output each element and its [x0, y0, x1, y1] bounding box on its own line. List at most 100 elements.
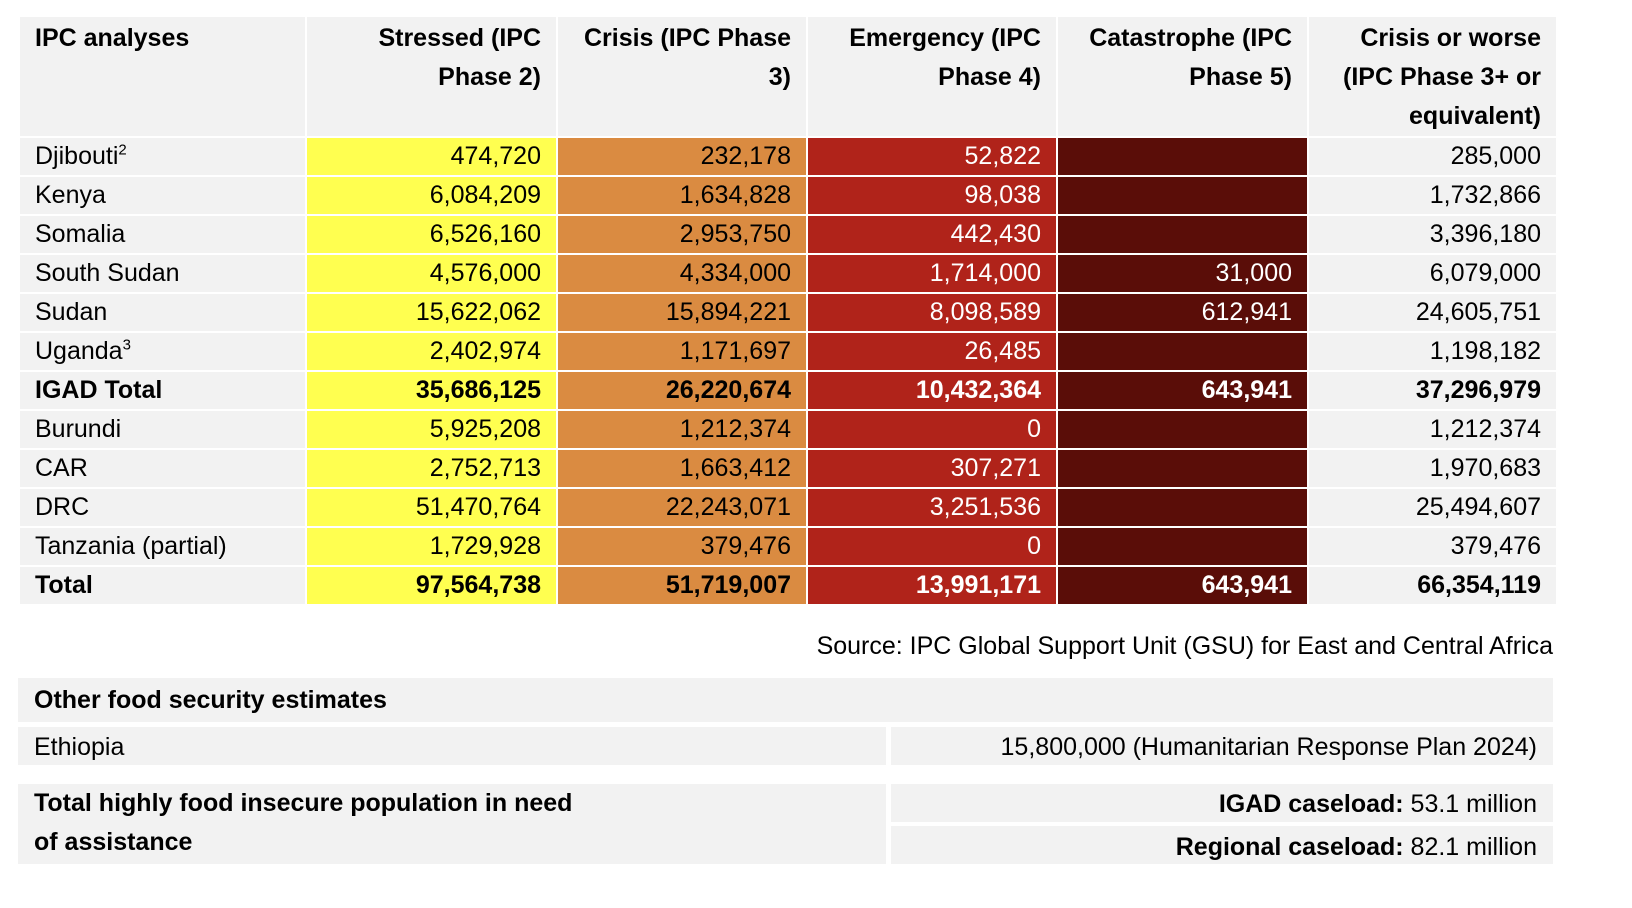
ethiopia-label: Ethiopia: [18, 727, 886, 765]
cell-crisis-or-worse: 1,732,866: [1307, 175, 1558, 216]
total-need-label: Total highly food insecure population in…: [18, 784, 886, 864]
igad-caseload: IGAD caseload: 53.1 million: [891, 784, 1553, 822]
cell-crisis: 15,894,221: [556, 292, 808, 333]
table-row: Somalia 6,526,160 2,953,750 442,430 3,396,18…: [18, 214, 1558, 255]
cell-emergency: 98,038: [806, 175, 1058, 216]
cell-stressed: 5,925,208: [305, 409, 558, 450]
cell-catastrophe: [1056, 409, 1309, 450]
cell-emergency: 52,822: [806, 136, 1058, 177]
row-name-text: IGAD Total: [35, 376, 163, 404]
cell-crisis-or-worse: 24,605,751: [1307, 292, 1558, 333]
cell-catastrophe: 643,941: [1056, 370, 1309, 411]
cell-crisis: 1,212,374: [556, 409, 808, 450]
cell-crisis: 1,663,412: [556, 448, 808, 489]
footnote-marker: 3: [122, 336, 131, 354]
cell-emergency: 442,430: [806, 214, 1058, 255]
row-name-text: Djibouti: [35, 142, 119, 170]
cell-stressed: 6,084,209: [305, 175, 558, 216]
header-crisis: Crisis (IPC Phase 3): [556, 15, 808, 138]
table-row: South Sudan 4,576,000 4,334,000 1,714,000 31…: [18, 253, 1558, 294]
header-crisis-or-worse: Crisis or worse (IPC Phase 3+ or equival…: [1307, 15, 1558, 138]
row-name-text: CAR: [35, 454, 88, 482]
cell-catastrophe: [1056, 175, 1309, 216]
cell-crisis-or-worse: 1,970,683: [1307, 448, 1558, 489]
row-name-text: Kenya: [35, 181, 106, 209]
cell-emergency: 10,432,364: [806, 370, 1058, 411]
cell-crisis: 1,634,828: [556, 175, 808, 216]
cell-emergency: 0: [806, 526, 1058, 567]
header-emergency: Emergency (IPC Phase 4): [806, 15, 1058, 138]
igad-caseload-value: 53.1 million: [1403, 790, 1537, 818]
row-name: CAR: [18, 448, 307, 489]
cell-crisis: 1,171,697: [556, 331, 808, 372]
cell-crisis-or-worse: 1,198,182: [1307, 331, 1558, 372]
header-stressed: Stressed (IPC Phase 2): [305, 15, 558, 138]
cell-stressed: 1,729,928: [305, 526, 558, 567]
igad-caseload-label: IGAD caseload:: [1218, 790, 1404, 818]
table-row: IGAD Total 35,686,125 26,220,674 10,432,364…: [18, 370, 1558, 411]
cell-stressed: 51,470,764: [305, 487, 558, 528]
cell-crisis-or-worse: 25,494,607: [1307, 487, 1558, 528]
cell-stressed: 35,686,125: [305, 370, 558, 411]
row-name-text: South Sudan: [35, 259, 180, 287]
table-row: CAR 2,752,713 1,663,412 307,271 1,970,683: [18, 448, 1558, 489]
row-name: Uganda3: [18, 331, 307, 372]
row-name: Tanzania (partial): [18, 526, 307, 567]
regional-caseload: Regional caseload: 82.1 million: [891, 826, 1553, 864]
cell-crisis-or-worse: 3,396,180: [1307, 214, 1558, 255]
cell-crisis: 51,719,007: [556, 565, 808, 606]
cell-catastrophe: 643,941: [1056, 565, 1309, 606]
cell-crisis-or-worse: 1,212,374: [1307, 409, 1558, 450]
cell-catastrophe: 31,000: [1056, 253, 1309, 294]
row-name: Burundi: [18, 409, 307, 450]
cell-stressed: 97,564,738: [305, 565, 558, 606]
cell-stressed: 4,576,000: [305, 253, 558, 294]
cell-crisis-or-worse: 66,354,119: [1307, 565, 1558, 606]
cell-catastrophe: [1056, 331, 1309, 372]
cell-crisis: 232,178: [556, 136, 808, 177]
other-estimates-title: Other food security estimates: [18, 678, 1553, 722]
regional-caseload-value: 82.1 million: [1403, 833, 1537, 861]
cell-crisis: 379,476: [556, 526, 808, 567]
cell-crisis: 4,334,000: [556, 253, 808, 294]
row-name-text: Burundi: [35, 415, 122, 443]
row-name-text: Somalia: [35, 220, 126, 248]
cell-crisis-or-worse: 37,296,979: [1307, 370, 1558, 411]
cell-crisis-or-worse: 285,000: [1307, 136, 1558, 177]
cell-stressed: 2,752,713: [305, 448, 558, 489]
cell-emergency: 0: [806, 409, 1058, 450]
table-row: Sudan 15,622,062 15,894,221 8,098,589 612,94…: [18, 292, 1558, 333]
row-name: Somalia: [18, 214, 307, 255]
cell-crisis: 26,220,674: [556, 370, 808, 411]
regional-caseload-label: Regional caseload:: [1175, 833, 1404, 861]
cell-crisis: 2,953,750: [556, 214, 808, 255]
cell-catastrophe: [1056, 214, 1309, 255]
row-name: Kenya: [18, 175, 307, 216]
table-row: Kenya 6,084,209 1,634,828 98,038 1,732,866: [18, 175, 1558, 216]
table-row: Djibouti2 474,720 232,178 52,822 285,000: [18, 136, 1558, 177]
row-name: IGAD Total: [18, 370, 307, 411]
row-name: Total: [18, 565, 307, 606]
row-name: Djibouti2: [18, 136, 307, 177]
cell-emergency: 3,251,536: [806, 487, 1058, 528]
table-row: Uganda3 2,402,974 1,171,697 26,485 1,198,182: [18, 331, 1558, 372]
row-name-text: Total: [35, 571, 93, 599]
cell-stressed: 15,622,062: [305, 292, 558, 333]
cell-emergency: 307,271: [806, 448, 1058, 489]
cell-catastrophe: [1056, 448, 1309, 489]
source-note: Source: IPC Global Support Unit (GSU) fo…: [816, 632, 1553, 660]
row-name-text: DRC: [35, 493, 90, 521]
cell-crisis-or-worse: 6,079,000: [1307, 253, 1558, 294]
table-row: Total 97,564,738 51,719,007 13,991,171 643,9…: [18, 565, 1558, 606]
table-row: Tanzania (partial) 1,729,928 379,476 0 379,4…: [18, 526, 1558, 567]
cell-catastrophe: [1056, 526, 1309, 567]
header-row: IPC analyses Stressed (IPC Phase 2) Cris…: [18, 15, 1558, 138]
header-catastrophe: Catastrophe (IPC Phase 5): [1056, 15, 1309, 138]
cell-crisis: 22,243,071: [556, 487, 808, 528]
row-name-text: Uganda: [35, 337, 123, 365]
cell-crisis-or-worse: 379,476: [1307, 526, 1558, 567]
cell-emergency: 8,098,589: [806, 292, 1058, 333]
cell-catastrophe: [1056, 136, 1309, 177]
row-name: DRC: [18, 487, 307, 528]
ethiopia-value: 15,800,000 (Humanitarian Response Plan 2…: [891, 727, 1553, 765]
